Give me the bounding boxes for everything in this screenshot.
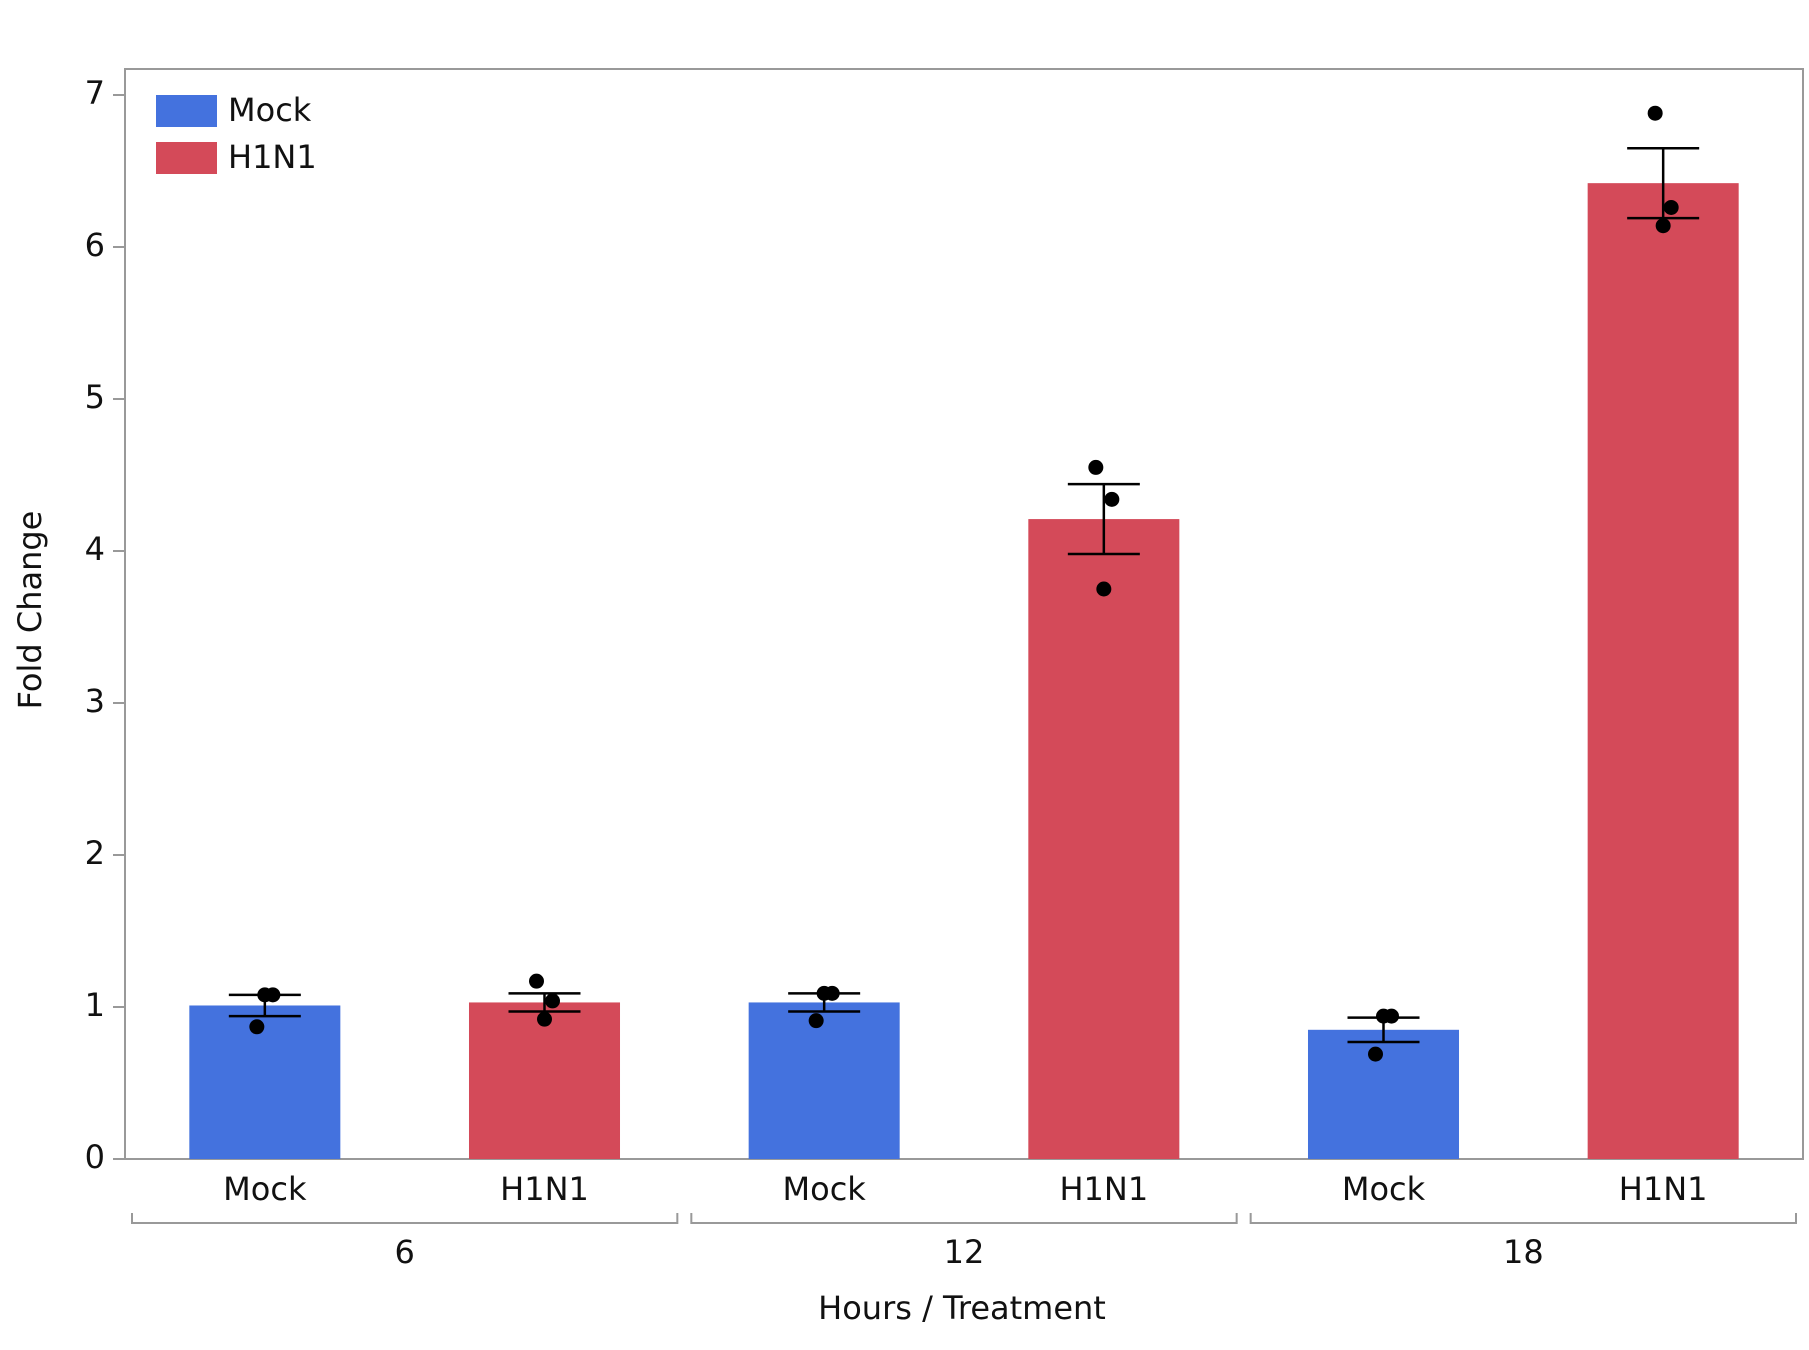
x-tick-label: H1N1 bbox=[500, 1170, 589, 1208]
plot-frame bbox=[124, 68, 1804, 1160]
legend-label: Mock bbox=[228, 91, 312, 129]
group-bracket bbox=[131, 1213, 679, 1224]
data-point bbox=[816, 985, 832, 1001]
data-point bbox=[1104, 491, 1120, 507]
data-point bbox=[1655, 218, 1671, 234]
error-bar bbox=[1627, 146, 1700, 220]
y-tick-label: 7 bbox=[85, 74, 105, 112]
bar bbox=[468, 1002, 621, 1159]
bar bbox=[189, 1005, 341, 1159]
y-tick-label: 3 bbox=[85, 682, 105, 720]
data-point bbox=[249, 1019, 265, 1035]
x-tick-label: Mock bbox=[1342, 1170, 1426, 1208]
y-tick-label: 1 bbox=[85, 986, 105, 1024]
y-tick-label: 2 bbox=[85, 834, 105, 872]
bar bbox=[1307, 1029, 1460, 1159]
data-point bbox=[257, 987, 273, 1003]
bar bbox=[1587, 183, 1739, 1159]
group-bracket bbox=[690, 1213, 1238, 1224]
data-point bbox=[1096, 581, 1112, 597]
error-bar bbox=[1067, 482, 1140, 556]
x-tick-label: H1N1 bbox=[1619, 1170, 1708, 1208]
data-point bbox=[1663, 199, 1679, 215]
group-label: 18 bbox=[1503, 1233, 1544, 1271]
data-point bbox=[1368, 1046, 1383, 1062]
error-bar bbox=[508, 992, 581, 1013]
y-tick-label: 6 bbox=[85, 226, 105, 264]
data-point bbox=[529, 973, 544, 989]
x-tick-label: Mock bbox=[783, 1170, 867, 1208]
data-point bbox=[1088, 459, 1104, 475]
group-label: 12 bbox=[944, 1233, 985, 1271]
y-tick-label: 5 bbox=[85, 378, 105, 416]
data-point bbox=[1647, 105, 1663, 121]
data-point bbox=[545, 993, 560, 1009]
data-point bbox=[537, 1011, 552, 1027]
legend-swatch bbox=[156, 142, 217, 174]
group-label: 6 bbox=[394, 1233, 414, 1271]
y-tick-label: 0 bbox=[85, 1138, 105, 1176]
x-tick-label: H1N1 bbox=[1059, 1170, 1148, 1208]
legend-label: H1N1 bbox=[228, 138, 317, 176]
data-point bbox=[808, 1013, 824, 1029]
group-bracket bbox=[1249, 1213, 1797, 1224]
bar bbox=[1028, 519, 1180, 1159]
data-point bbox=[1376, 1008, 1391, 1024]
y-tick-label: 4 bbox=[85, 530, 105, 568]
x-axis-label: Hours / Treatment bbox=[818, 1289, 1106, 1327]
y-axis-label: Fold Change bbox=[11, 511, 49, 710]
legend-swatch bbox=[156, 95, 217, 127]
bar bbox=[748, 1002, 900, 1159]
x-tick-label: Mock bbox=[223, 1170, 307, 1208]
